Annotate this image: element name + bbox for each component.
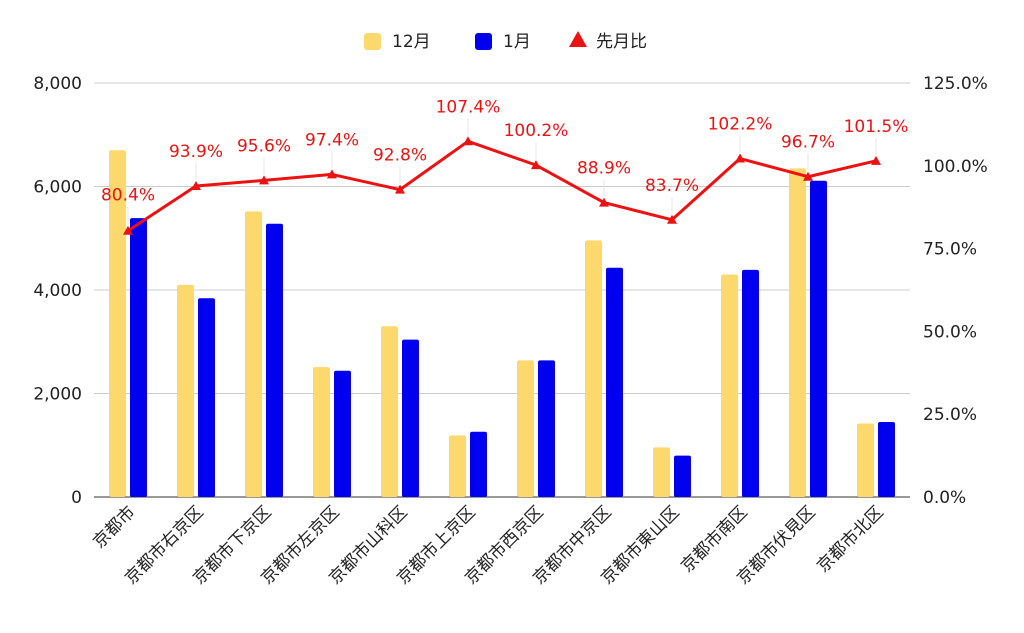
data-label: 100.2% xyxy=(504,121,569,141)
ratio-line-path xyxy=(127,139,877,232)
category-label: 京都市南区 xyxy=(677,502,751,576)
right-tick-label: 0.0% xyxy=(923,488,966,508)
data-label: 101.5% xyxy=(844,117,909,137)
data-label: 96.7% xyxy=(781,133,835,153)
legend-swatch xyxy=(364,33,381,50)
legend-swatch xyxy=(475,33,492,50)
bar-jan xyxy=(538,360,555,497)
gridlines xyxy=(94,82,910,498)
bar-jan xyxy=(402,339,419,497)
ratio-marker xyxy=(599,197,609,207)
bar-dec xyxy=(721,274,738,497)
ratio-marker xyxy=(463,136,473,146)
ratio-marker xyxy=(667,214,677,224)
ratio-marker xyxy=(123,225,133,235)
legend-label: 1月 xyxy=(503,32,531,52)
bar-dec xyxy=(109,150,126,497)
right-tick-label: 100.0% xyxy=(923,157,988,177)
ratio-marker xyxy=(803,171,813,181)
ratio-marker xyxy=(259,175,269,185)
data-label: 102.2% xyxy=(708,115,773,135)
right-axis: 0.0% 25.0% 50.0% 75.0% 100.0% 125.0% xyxy=(923,74,988,508)
bar-dec xyxy=(789,168,806,497)
ratio-marker xyxy=(191,181,201,191)
data-label: 95.6% xyxy=(237,136,291,156)
bars xyxy=(109,150,895,497)
data-label: 97.4% xyxy=(305,130,359,150)
bar-dec xyxy=(857,423,874,497)
category-label: 京都市北区 xyxy=(813,502,887,576)
bar-jan xyxy=(742,269,759,497)
data-label: 83.7% xyxy=(645,176,699,196)
legend-triangle-icon xyxy=(569,31,587,47)
bar-dec xyxy=(653,447,670,497)
ratio-marker xyxy=(327,169,337,179)
legend-label: 先月比 xyxy=(596,32,647,52)
bar-jan xyxy=(674,455,691,497)
bar-jan xyxy=(470,431,487,497)
right-tick-label: 50.0% xyxy=(923,322,977,342)
right-tick-label: 25.0% xyxy=(923,405,977,425)
ratio-marker xyxy=(735,153,745,163)
data-label: 92.8% xyxy=(373,146,427,166)
bar-jan xyxy=(198,298,215,497)
right-tick-label: 75.0% xyxy=(923,240,977,260)
bar-dec xyxy=(517,360,534,497)
bar-jan xyxy=(606,267,623,497)
right-tick-label: 125.0% xyxy=(923,74,988,94)
left-tick-label: 8,000 xyxy=(33,74,82,94)
bar-jan xyxy=(130,218,147,497)
bar-jan xyxy=(334,370,351,497)
bar-dec xyxy=(585,240,602,497)
bar-dec xyxy=(449,435,466,497)
data-label: 107.4% xyxy=(436,97,501,117)
left-tick-label: 4,000 xyxy=(33,281,82,301)
legend-label: 12月 xyxy=(392,32,431,52)
data-label: 88.9% xyxy=(577,159,631,179)
category-label: 京都市 xyxy=(89,502,139,552)
bar-jan xyxy=(810,180,827,497)
bar-jan xyxy=(266,223,283,497)
category-labels: 京都市京都市右京区京都市下京区京都市左京区京都市山科区京都市上京区京都市西京区京… xyxy=(89,502,887,588)
ratio-line: 80.4% 93.9% 95.6% 97.4% 92.8% 107.4%100.2% 88.… xyxy=(101,97,909,235)
ratio-marker xyxy=(395,184,405,194)
data-label: 93.9% xyxy=(169,142,223,162)
ratio-marker xyxy=(871,155,881,165)
left-tick-label: 6,000 xyxy=(33,178,82,198)
left-axis: 0 2,000 4,000 6,000 8,000 xyxy=(33,74,82,508)
bar-jan xyxy=(878,421,895,497)
left-tick-label: 2,000 xyxy=(33,385,82,405)
bar-dec xyxy=(245,211,262,497)
ratio-marker xyxy=(531,160,541,170)
bar-dec xyxy=(177,284,194,497)
bar-dec xyxy=(313,367,330,497)
data-label: 80.4% xyxy=(101,186,155,206)
legend: 12月 1月 先月比 xyxy=(364,31,647,52)
bar-dec xyxy=(381,326,398,497)
left-tick-label: 0 xyxy=(71,488,82,508)
